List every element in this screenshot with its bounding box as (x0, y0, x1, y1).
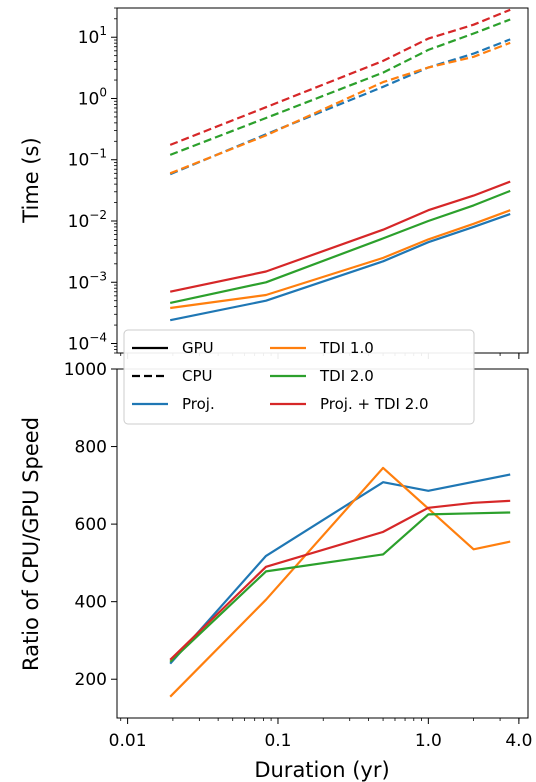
time-panel: 10−4 10−3 10−2 10−1 100 101 (68, 7, 529, 359)
y-tick-label: 10−2 (68, 208, 107, 232)
legend: GPU CPU Proj. TDI 1.0 TDI 2.0 Proj. + TDI 2.0 (123, 329, 475, 425)
time-axis-label: Time (s) (19, 137, 43, 223)
series-line-gpu-proj-tdi-2-0 (169, 180, 511, 293)
ratio-line-tdi-1-0 (169, 466, 511, 698)
legend-label: Proj. (182, 395, 215, 413)
ratio-axis-label: Ratio of CPU/GPU Speed (19, 417, 43, 671)
x-tick-label: 0.1 (264, 731, 291, 751)
legend-label: CPU (182, 367, 213, 385)
y-tick-label: 10−1 (68, 147, 107, 171)
x-tick-label: 4.0 (505, 731, 532, 751)
ratio-line-tdi-2-0 (169, 511, 511, 663)
legend-label: TDI 1.0 (319, 339, 374, 357)
ratio-line-proj-tdi-2-0 (169, 499, 511, 661)
legend-label: TDI 2.0 (319, 367, 374, 385)
y-tick-label: 400 (75, 593, 107, 613)
duration-axis-label: Duration (yr) (254, 758, 389, 782)
y-tick-label: 600 (75, 515, 107, 535)
series-line-cpu-tdi-1-0 (169, 41, 511, 175)
y-tick-label: 200 (75, 670, 107, 690)
ratio-line-proj- (169, 473, 511, 665)
series-line-cpu-proj-tdi-2-0 (169, 8, 511, 146)
legend-label: GPU (182, 339, 214, 357)
y-tick-label: 10−3 (68, 269, 107, 293)
y-tick-label: 101 (78, 24, 107, 48)
y-tick-label: 800 (75, 438, 107, 458)
legend-label: Proj. + TDI 2.0 (320, 395, 429, 413)
series-line-gpu-proj- (169, 212, 511, 322)
series-line-cpu-tdi-2-0 (169, 18, 511, 156)
series-line-gpu-tdi-2-0 (169, 189, 511, 304)
y-tick-label: 1000 (64, 360, 107, 380)
y-tick-label: 100 (78, 85, 107, 109)
y-tick-label: 10−4 (68, 331, 107, 355)
x-tick-label: 0.01 (109, 731, 147, 751)
series-line-gpu-tdi-1-0 (170, 209, 511, 310)
x-tick-label: 1.0 (415, 731, 442, 751)
